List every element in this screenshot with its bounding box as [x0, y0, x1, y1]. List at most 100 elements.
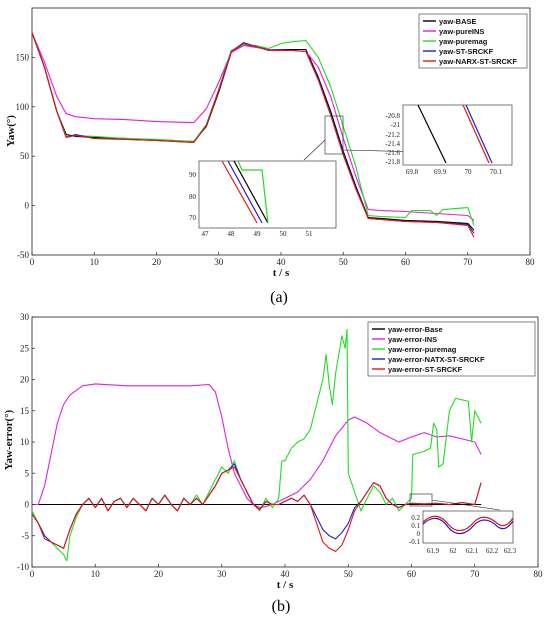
x-tick-label-0-5: 50: [339, 257, 349, 267]
legend-entry-base: yaw-BASE: [439, 17, 477, 26]
inset-a1-line-narx: [221, 160, 258, 224]
x-tick-label-0-4: 40: [277, 257, 287, 267]
inset-a2-ytick-2: -21.2: [385, 131, 400, 139]
series-group-b: [31, 328, 482, 562]
x-tick-label-0-3: 30: [214, 257, 224, 267]
inset-a2-ytick-1: -21: [391, 121, 401, 129]
inset-a1-ytick-70: 70: [189, 214, 197, 222]
x-tick-label-0-0: 0: [30, 257, 35, 267]
inset-a2-xtick-1: 69.9: [434, 168, 447, 176]
legend-a: yaw-BASE yaw-pureINS yaw-puremag yaw-ST-…: [418, 13, 528, 69]
y-tick-label-1-6: 20: [20, 375, 30, 385]
series-group-a: [31, 32, 475, 238]
legend-entry-error-st: yaw-error-ST-SRCKF: [388, 365, 463, 374]
zoom-arrow-1: [303, 139, 326, 161]
inset-a2-line-narx: [462, 104, 490, 164]
series-line-1-1: [32, 383, 482, 509]
inset-a1-xtick-49: 49: [254, 230, 262, 238]
inset-a1-xtick-48: 48: [228, 230, 236, 238]
inset-a2-ytick-5: -21.8: [385, 158, 400, 166]
y-tick-label-1-2: 0: [25, 500, 30, 510]
legend-entry-puremag: yaw-puremag: [439, 37, 488, 46]
y-tick-label-1-5: 15: [20, 406, 30, 416]
inset-b1-line-st: [422, 515, 514, 532]
y-tick-label-0-2: 50: [20, 151, 30, 161]
inset-a1-line-st: [227, 160, 263, 224]
inset-a1-line-mag: [237, 160, 269, 224]
y-tick-label-1-4: 10: [20, 437, 30, 447]
y-tick-label-0-4: 150: [16, 52, 30, 62]
inset-a1-ytick-80: 80: [189, 193, 197, 201]
legend-box-a: [418, 13, 528, 69]
y-tick-label-0-0: -50: [17, 250, 29, 260]
inset-a2-line-base: [417, 104, 447, 164]
inset-b1-xtick-2: 62.1: [466, 547, 479, 555]
inset-b1-ytick-0: 0.2: [411, 514, 420, 522]
y-tick-label-1-1: -5: [22, 531, 30, 541]
x-tick-label-1-6: 60: [407, 569, 417, 579]
inset-b1-ytick-1: 0.1: [411, 522, 420, 530]
chart-b: 0 10 20 30 40 50 60 70 80 -10 -5 0 5 10 15 20 25 30 t / s…: [3, 312, 543, 591]
series-line-0-2: [31, 32, 475, 226]
inset-b1-xtick-3: 62.2: [486, 547, 499, 555]
legend-entry-error-puremag: yaw-error-puremag: [388, 345, 457, 354]
y-tick-label-1-0: -10: [17, 562, 29, 572]
inset-a2-xtick-3: 70.1: [490, 168, 503, 176]
x-tick-label-1-3: 30: [217, 569, 227, 579]
legend-entry-error-natx: yaw-error-NATX-ST-SRCKF: [388, 355, 485, 364]
inset-a1-xtick-47: 47: [202, 230, 210, 238]
y-tick-label-1-8: 30: [20, 312, 30, 322]
inset-b1-line-natx: [422, 517, 514, 535]
y-axis-label-a: Yaw(°): [5, 115, 17, 147]
series-line-0-4: [31, 32, 475, 238]
x-tick-label-1-2: 20: [154, 569, 164, 579]
zoom-region-marker: [324, 115, 344, 155]
x-tick-label-0-2: 20: [152, 257, 162, 267]
legend-entry-error-ins: yaw-error-INS: [388, 335, 437, 344]
inset-a2-xtick-0: 69.8: [406, 168, 419, 176]
inset-b1-ytick-3: -0.1: [409, 538, 421, 546]
y-tick-label-1-7: 25: [20, 343, 30, 353]
inset-b1: 0.2 0.1 0 -0.1 61.9 62 62.1 62.2 62.3: [409, 510, 517, 555]
inset-a2-ytick-4: -21.6: [385, 149, 400, 157]
x-tick-label-1-5: 50: [344, 569, 354, 579]
inset-a1-xtick-50: 50: [280, 230, 288, 238]
x-tick-label-1-0: 0: [30, 569, 35, 579]
inset-a2-line-st: [465, 104, 493, 164]
legend-box-b: [367, 321, 536, 377]
legend-entry-error-base: yaw-error-Base: [388, 325, 443, 334]
legend-entry-st-srckf: yaw-ST-SRCKF: [439, 47, 494, 56]
x-tick-label-0-8: 80: [526, 257, 536, 267]
ticks-b: 0 10 20 30 40 50 60 70 80 -10 -5 0 5 10 15 20 25 30: [17, 312, 543, 579]
inset-a2-ytick-0: -20.8: [385, 112, 400, 120]
inset-a2: -20.8 -21 -21.2 -21.4 -21.6 -21.8 69.8 6…: [385, 104, 513, 176]
inset-a2-xtick-2: 70: [465, 168, 473, 176]
zoom-arrow-b: [431, 499, 501, 511]
legend-entry-pureins: yaw-pureINS: [439, 27, 484, 36]
series-line-1-4: [31, 466, 482, 552]
legend-entry-narx: yaw-NARX-ST-SRCKF: [439, 57, 517, 66]
caption-b: (b): [271, 598, 291, 615]
x-tick-label-0-6: 60: [401, 257, 411, 267]
series-line-0-1: [31, 32, 475, 221]
y-tick-label-0-1: 0: [25, 201, 30, 211]
inset-a1: 90 80 70 47 48 49 50 51: [189, 160, 337, 238]
x-tick-label-1-7: 70: [470, 569, 480, 579]
inset-a1-line-base: [233, 160, 269, 224]
x-axis-label-a: t / s: [273, 267, 290, 279]
x-tick-label-0-1: 10: [90, 257, 100, 267]
x-tick-label-1-4: 40: [281, 569, 291, 579]
inset-b1-xtick-4: 62.3: [504, 547, 517, 555]
inset-b1-xtick-0: 61.9: [427, 547, 440, 555]
x-tick-label-1-1: 10: [91, 569, 101, 579]
caption-a: (a): [270, 289, 288, 306]
inset-a2-ytick-3: -21.4: [385, 140, 400, 148]
x-tick-label-1-8: 80: [534, 569, 544, 579]
y-axis-label-b: Yaw-error(°): [3, 409, 15, 470]
inset-a2-frame: [402, 104, 513, 166]
x-tick-label-0-7: 70: [463, 257, 473, 267]
inset-a1-ytick-90: 90: [189, 171, 197, 179]
inset-b1-xtick-1: 62: [450, 547, 458, 555]
